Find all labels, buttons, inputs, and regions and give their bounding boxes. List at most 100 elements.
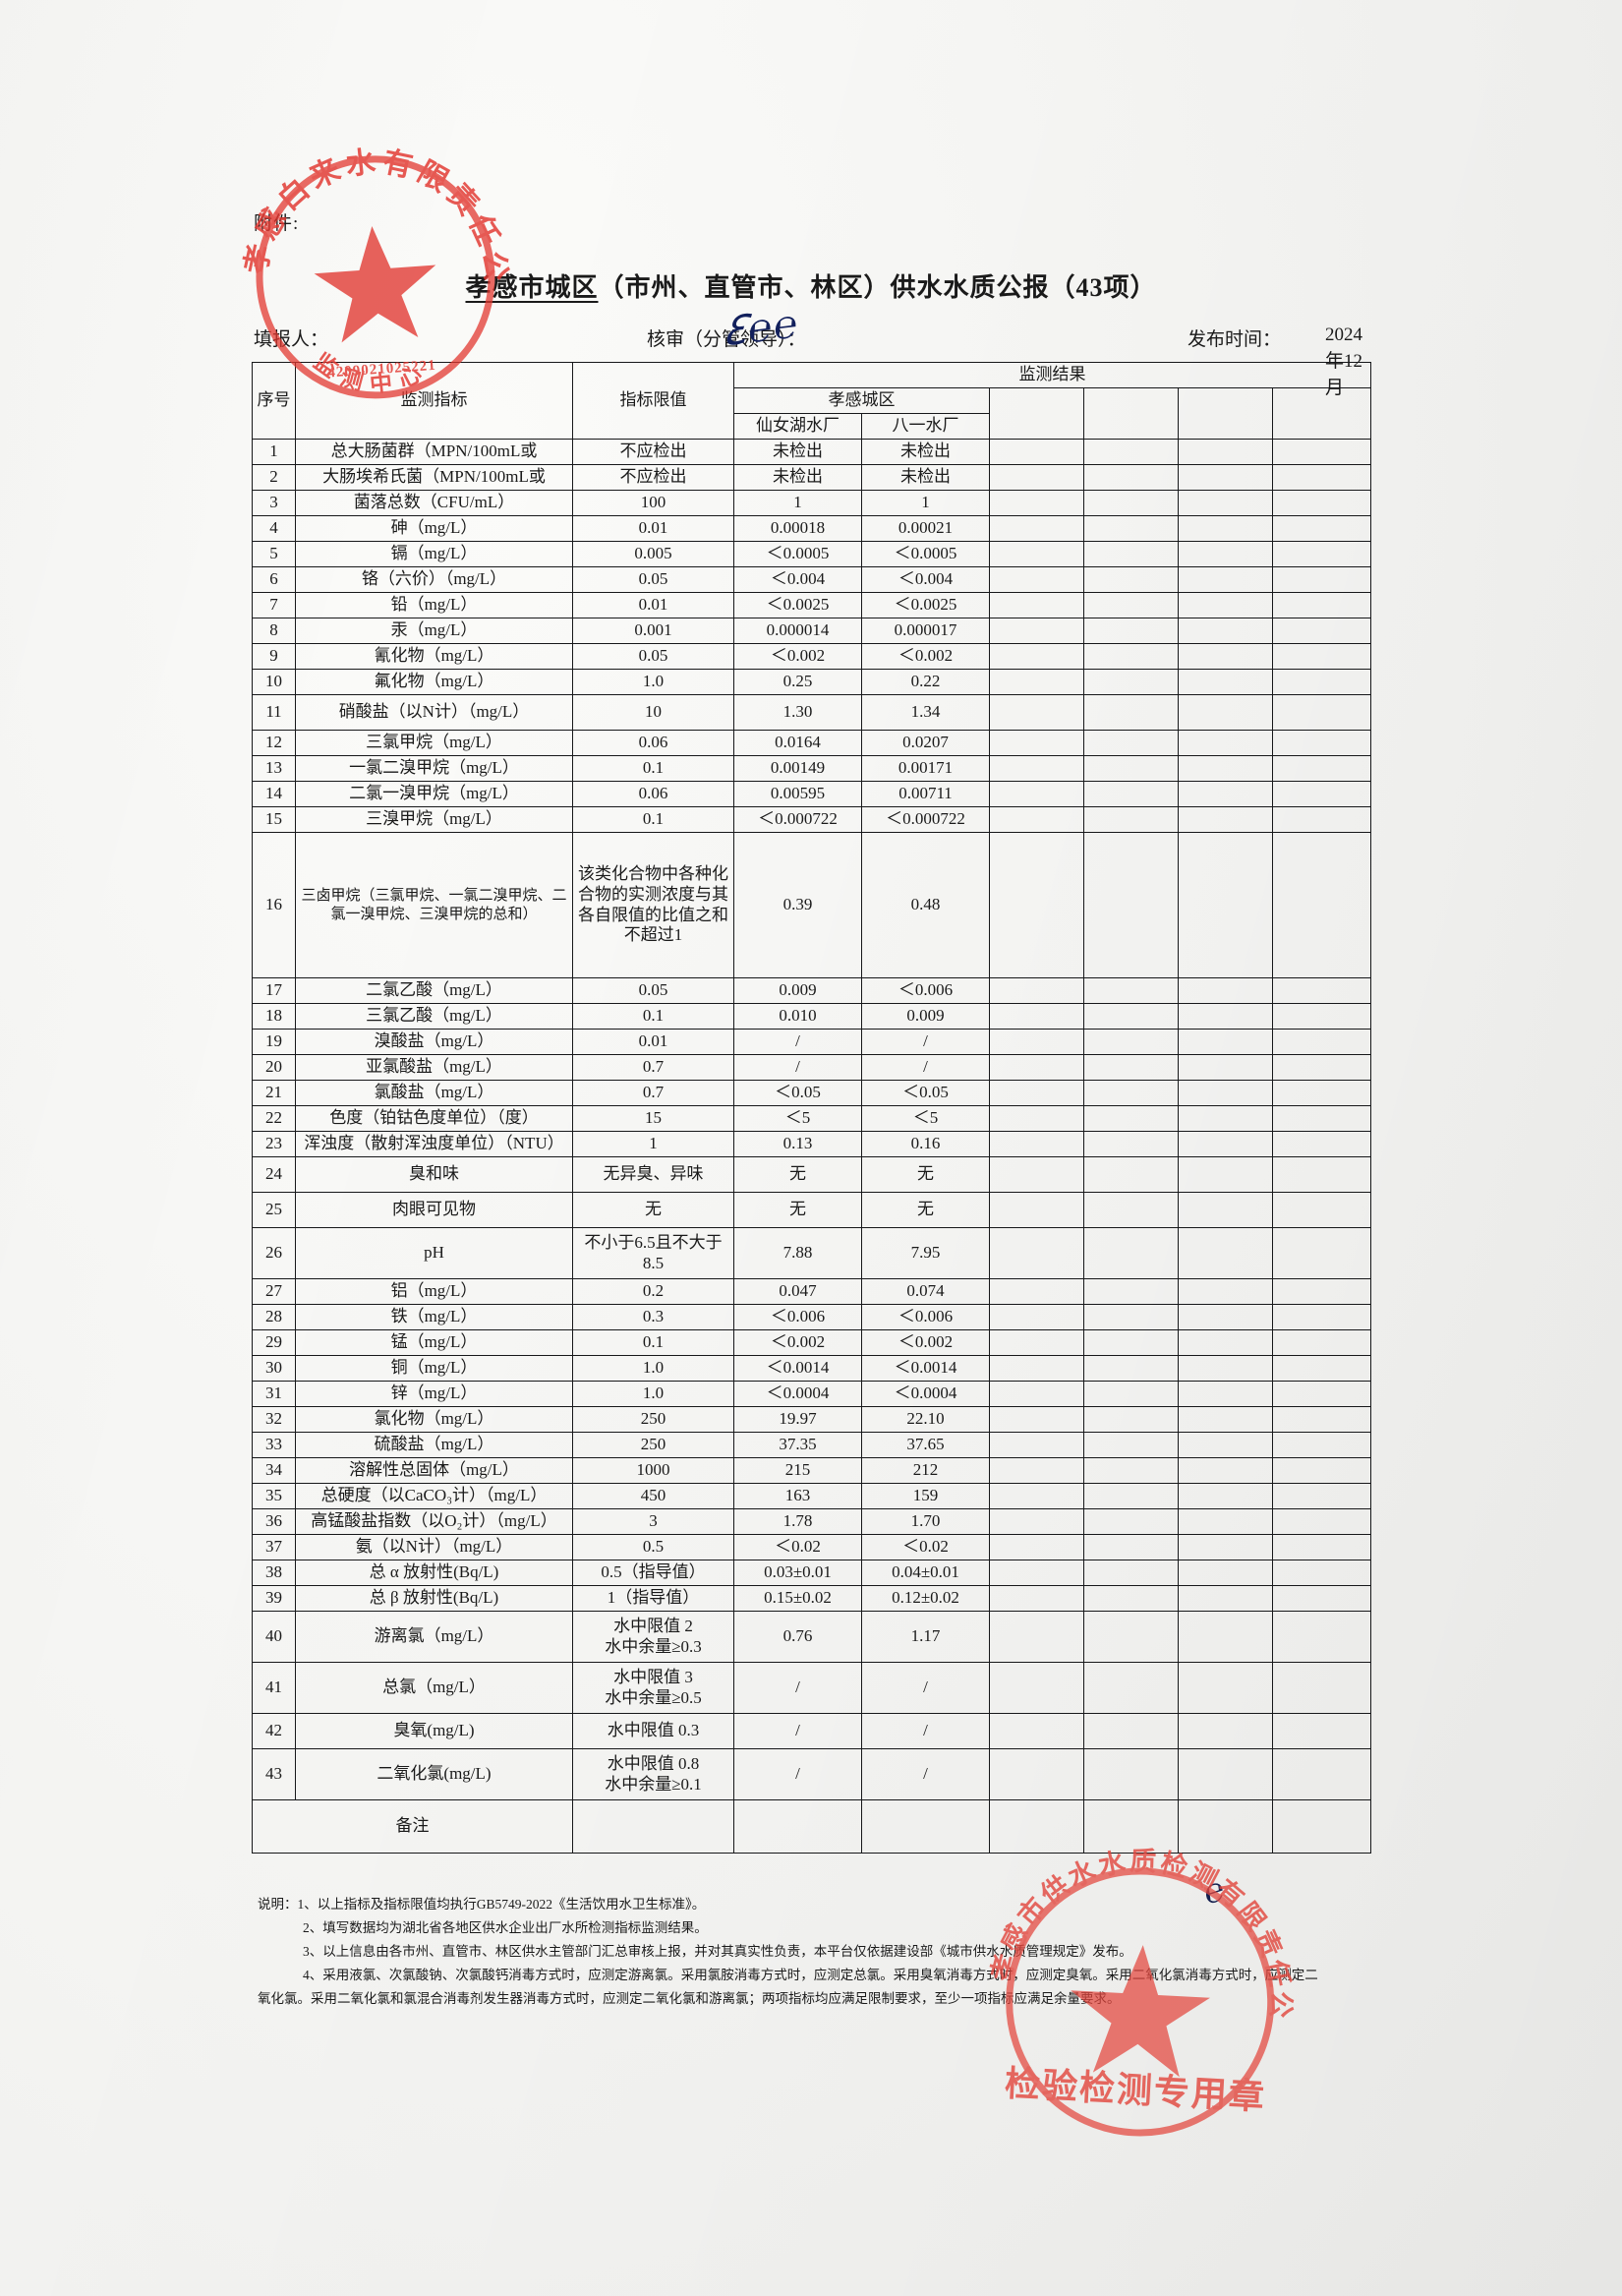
cell-seq: 19	[252, 1029, 296, 1055]
cell-seq: 22	[252, 1105, 296, 1132]
cell-seq: 11	[252, 694, 296, 731]
cell-plant3	[989, 1611, 1084, 1663]
cell-indicator: 溶解性总固体（mg/L）	[295, 1457, 573, 1484]
cell-limit: 1（指导值）	[572, 1585, 734, 1612]
cell-plant5	[1178, 1156, 1273, 1193]
cell-indicator: 总氯（mg/L）	[295, 1662, 573, 1714]
cell-plant1: 163	[733, 1483, 862, 1509]
cell-plant6	[1272, 1131, 1371, 1157]
cell-plant4	[1083, 1278, 1179, 1305]
table-row: 24 臭和味 无异臭、异味无无	[252, 1156, 1371, 1193]
cell-plant6	[1272, 1156, 1371, 1193]
cell-plant6	[1272, 1483, 1371, 1509]
cell-limit: 该类化合物中各种化合物的实测浓度与其各自限值的比值之和不超过1	[572, 832, 734, 978]
cell-plant1: 37.35	[733, 1432, 862, 1458]
cell-indicator: 铬（六价）（mg/L）	[295, 566, 573, 593]
cell-plant1: /	[733, 1029, 862, 1055]
cell-plant5	[1178, 439, 1273, 465]
table-row: 10 氟化物（mg/L） 1.0 0.25 0.22	[252, 669, 1371, 695]
title-rest: （市州、直管市、林区）供水水质公报（43项）	[598, 273, 1157, 302]
cell-indicator: 总硬度（以CaCO₃计）（mg/L）	[295, 1483, 573, 1509]
cell-plant1: 0.00595	[733, 781, 862, 807]
table-row: 4 砷（mg/L） 0.01 0.00018 0.00021	[252, 515, 1371, 542]
cell-seq: 35	[252, 1483, 296, 1509]
table-row: 42 臭氧(mg/L) 水中限值 0.3//	[252, 1713, 1371, 1749]
cell-plant6	[1272, 1432, 1371, 1458]
stamp-signature-mark: ℮	[1201, 1869, 1227, 1913]
table-row: 12 三氯甲烷（mg/L） 0.06 0.0164 0.0207	[252, 730, 1371, 756]
cell-plant5	[1178, 1483, 1273, 1509]
cell-plant1: ＜0.0004	[733, 1381, 862, 1407]
cell-plant2: ＜0.004	[861, 566, 990, 593]
cell-indicator: 硫酸盐（mg/L）	[295, 1432, 573, 1458]
cell-plant5	[1178, 515, 1273, 542]
remark-cell-3	[861, 1799, 990, 1854]
note-item-4: 4、采用液氯、次氯酸钠、次氯酸钙消毒方式时，应测定游离氯。采用氯胺消毒方式时，应…	[303, 1968, 1318, 1983]
cell-limit: 1000	[572, 1457, 734, 1484]
cell-plant6	[1272, 694, 1371, 731]
cell-plant6	[1272, 1713, 1371, 1749]
cell-plant1: 0.25	[733, 669, 862, 695]
th-limit: 指标限值	[572, 362, 734, 440]
cell-plant6	[1272, 1054, 1371, 1081]
cell-seq: 28	[252, 1304, 296, 1330]
cell-plant4	[1083, 1748, 1179, 1800]
cell-plant3	[989, 781, 1084, 807]
cell-plant6	[1272, 1662, 1371, 1714]
cell-plant5	[1178, 1662, 1273, 1714]
cell-plant2: 0.04±0.01	[861, 1560, 990, 1586]
cell-seq: 21	[252, 1080, 296, 1106]
cell-seq: 25	[252, 1192, 296, 1228]
cell-plant2: 无	[861, 1192, 990, 1228]
cell-limit: 3	[572, 1508, 734, 1535]
cell-indicator: 铁（mg/L）	[295, 1304, 573, 1330]
note-item-3: 3、以上信息由各市州、直管市、林区供水主管部门汇总审核上报，并对其真实性负责，本…	[303, 1944, 1132, 1960]
cell-seq: 31	[252, 1381, 296, 1407]
cell-plant2: /	[861, 1029, 990, 1055]
table-row: 16 三卤甲烷（三氯甲烷、一氯二溴甲烷、二氯一溴甲烷、三溴甲烷的总和） 该类化合物中…	[252, 832, 1371, 978]
cell-plant6	[1272, 1227, 1371, 1279]
table-row: 30 铜（mg/L） 1.0 ＜0.0014 ＜0.0014	[252, 1355, 1371, 1382]
cell-plant6	[1272, 1304, 1371, 1330]
cell-seq: 17	[252, 977, 296, 1004]
cell-plant3	[989, 541, 1084, 567]
cell-plant4	[1083, 1457, 1179, 1484]
cell-plant5	[1178, 1713, 1273, 1749]
cell-plant6	[1272, 1105, 1371, 1132]
cell-plant2: ＜5	[861, 1105, 990, 1132]
table-row: 6 铬（六价）（mg/L） 0.05 ＜0.004 ＜0.004	[252, 566, 1371, 593]
cell-plant5	[1178, 1080, 1273, 1106]
reviewer-signature: ℇ ℮ ℮	[721, 301, 797, 356]
cell-plant5	[1178, 694, 1273, 731]
cell-plant1: 0.00018	[733, 515, 862, 542]
cell-plant2: 0.00711	[861, 781, 990, 807]
remark-label: 备注	[252, 1799, 573, 1854]
cell-plant3	[989, 730, 1084, 756]
cell-plant4	[1083, 832, 1179, 978]
cell-limit: 15	[572, 1105, 734, 1132]
cell-plant3	[989, 755, 1084, 782]
cell-plant5	[1178, 1003, 1273, 1030]
cell-limit: 0.01	[572, 592, 734, 618]
cell-limit: 不小于6.5且不大于8.5	[572, 1227, 734, 1279]
cell-plant6	[1272, 592, 1371, 618]
th-plant6	[1272, 387, 1371, 440]
cell-limit: 0.001	[572, 618, 734, 644]
cell-indicator: 三溴甲烷（mg/L）	[295, 806, 573, 833]
cell-plant3	[989, 1304, 1084, 1330]
cell-plant5	[1178, 1457, 1273, 1484]
cell-plant5	[1178, 730, 1273, 756]
cell-plant2: 1.17	[861, 1611, 990, 1663]
cell-plant2: 0.00021	[861, 515, 990, 542]
cell-plant3	[989, 1508, 1084, 1535]
cell-plant2: ＜0.002	[861, 1329, 990, 1356]
cell-plant2: ＜0.006	[861, 977, 990, 1004]
cell-plant4	[1083, 1662, 1179, 1714]
cell-plant4	[1083, 1381, 1179, 1407]
cell-plant2: 7.95	[861, 1227, 990, 1279]
cell-plant1: /	[733, 1662, 862, 1714]
cell-plant5	[1178, 1054, 1273, 1081]
cell-seq: 16	[252, 832, 296, 978]
cell-indicator: 三氯甲烷（mg/L）	[295, 730, 573, 756]
cell-plant3	[989, 1381, 1084, 1407]
